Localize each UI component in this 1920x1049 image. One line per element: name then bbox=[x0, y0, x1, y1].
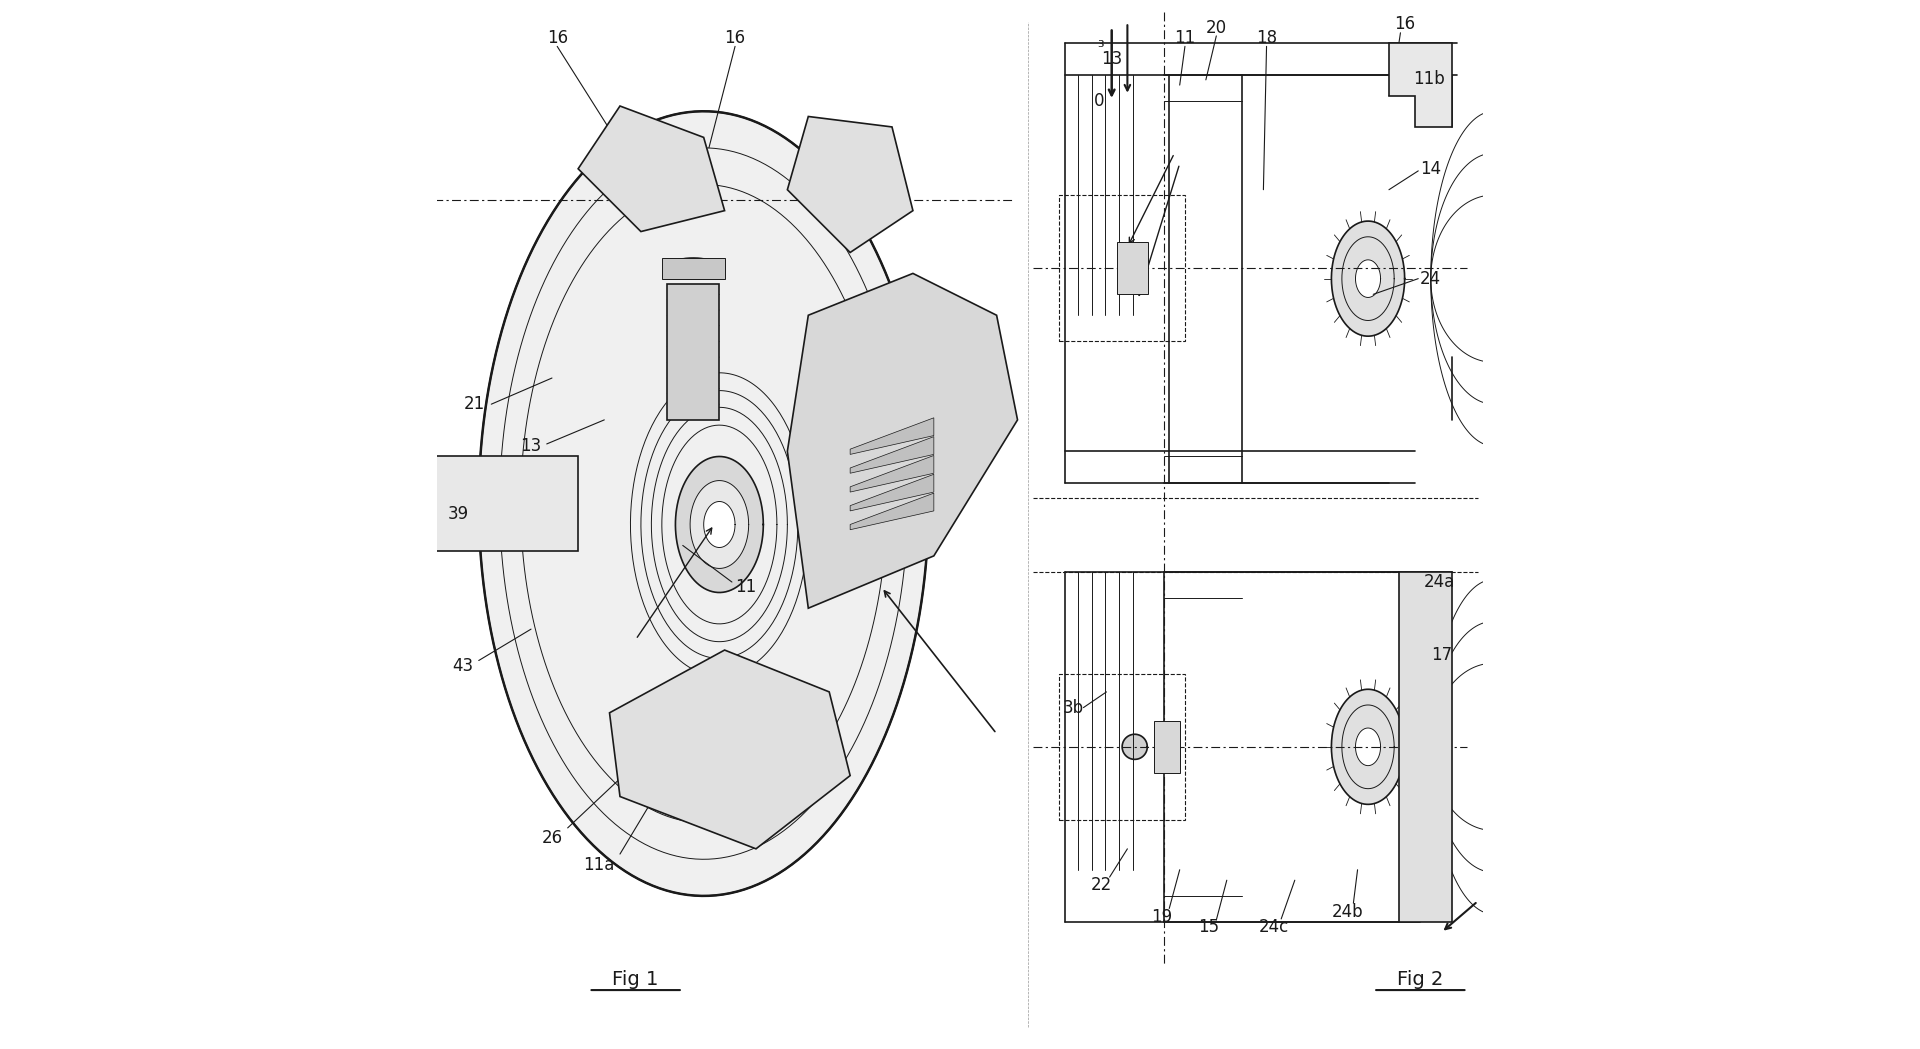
Polygon shape bbox=[662, 258, 724, 279]
Text: 11b: 11b bbox=[1413, 70, 1444, 88]
Polygon shape bbox=[1413, 868, 1438, 893]
Text: 21: 21 bbox=[465, 395, 486, 413]
Bar bbox=[1060, 195, 1185, 341]
Text: 14: 14 bbox=[1421, 159, 1442, 177]
Polygon shape bbox=[1400, 572, 1452, 922]
Text: 11: 11 bbox=[735, 578, 756, 596]
Text: 11a: 11a bbox=[584, 856, 614, 874]
Text: 13: 13 bbox=[1100, 50, 1123, 68]
Polygon shape bbox=[851, 418, 933, 454]
Polygon shape bbox=[851, 474, 933, 511]
Polygon shape bbox=[676, 456, 764, 593]
Polygon shape bbox=[622, 160, 660, 198]
Text: 18: 18 bbox=[1256, 29, 1277, 47]
Text: 24a: 24a bbox=[1423, 573, 1455, 591]
Polygon shape bbox=[1331, 689, 1405, 805]
Polygon shape bbox=[787, 274, 1018, 608]
Text: 22: 22 bbox=[1091, 877, 1112, 895]
Polygon shape bbox=[787, 116, 912, 253]
Text: 26: 26 bbox=[541, 830, 563, 848]
Text: 24b: 24b bbox=[1331, 902, 1363, 921]
Polygon shape bbox=[689, 480, 749, 569]
Polygon shape bbox=[1123, 259, 1142, 278]
Text: 19: 19 bbox=[1152, 907, 1173, 926]
Polygon shape bbox=[1388, 43, 1452, 127]
Text: 11: 11 bbox=[1175, 29, 1196, 47]
Text: 15: 15 bbox=[1198, 918, 1219, 937]
Polygon shape bbox=[714, 765, 756, 807]
Polygon shape bbox=[851, 436, 933, 473]
Polygon shape bbox=[420, 456, 578, 551]
Polygon shape bbox=[578, 106, 724, 232]
Polygon shape bbox=[478, 111, 929, 896]
Polygon shape bbox=[1154, 721, 1179, 773]
Bar bbox=[1060, 673, 1185, 820]
Polygon shape bbox=[1407, 67, 1432, 92]
Text: 17: 17 bbox=[1430, 646, 1452, 664]
Text: 0: 0 bbox=[1094, 91, 1104, 110]
Polygon shape bbox=[392, 456, 451, 551]
Text: 16: 16 bbox=[724, 29, 745, 47]
Polygon shape bbox=[804, 160, 843, 198]
Text: 3b: 3b bbox=[1062, 699, 1083, 716]
Polygon shape bbox=[1331, 221, 1405, 336]
Polygon shape bbox=[783, 750, 812, 779]
Polygon shape bbox=[1356, 260, 1380, 298]
Text: 24: 24 bbox=[1421, 270, 1442, 287]
Text: Fig 1: Fig 1 bbox=[612, 970, 659, 989]
Polygon shape bbox=[851, 455, 933, 492]
Polygon shape bbox=[843, 172, 868, 197]
Polygon shape bbox=[1121, 734, 1148, 759]
Text: 16: 16 bbox=[1394, 16, 1415, 34]
Text: ³: ³ bbox=[1096, 40, 1104, 58]
Text: 20: 20 bbox=[1206, 19, 1227, 37]
Polygon shape bbox=[851, 493, 933, 530]
Polygon shape bbox=[609, 650, 851, 849]
Text: 13: 13 bbox=[520, 437, 541, 455]
Polygon shape bbox=[1117, 242, 1148, 295]
Text: 39: 39 bbox=[447, 505, 468, 523]
Polygon shape bbox=[668, 782, 697, 811]
Text: 43: 43 bbox=[453, 657, 474, 675]
Polygon shape bbox=[666, 258, 720, 279]
Text: 16: 16 bbox=[547, 29, 568, 47]
Text: 24c: 24c bbox=[1260, 918, 1288, 937]
Polygon shape bbox=[660, 172, 685, 197]
Polygon shape bbox=[703, 501, 735, 548]
Polygon shape bbox=[1356, 728, 1380, 766]
Text: Fig 2: Fig 2 bbox=[1398, 970, 1444, 989]
Polygon shape bbox=[666, 284, 720, 420]
